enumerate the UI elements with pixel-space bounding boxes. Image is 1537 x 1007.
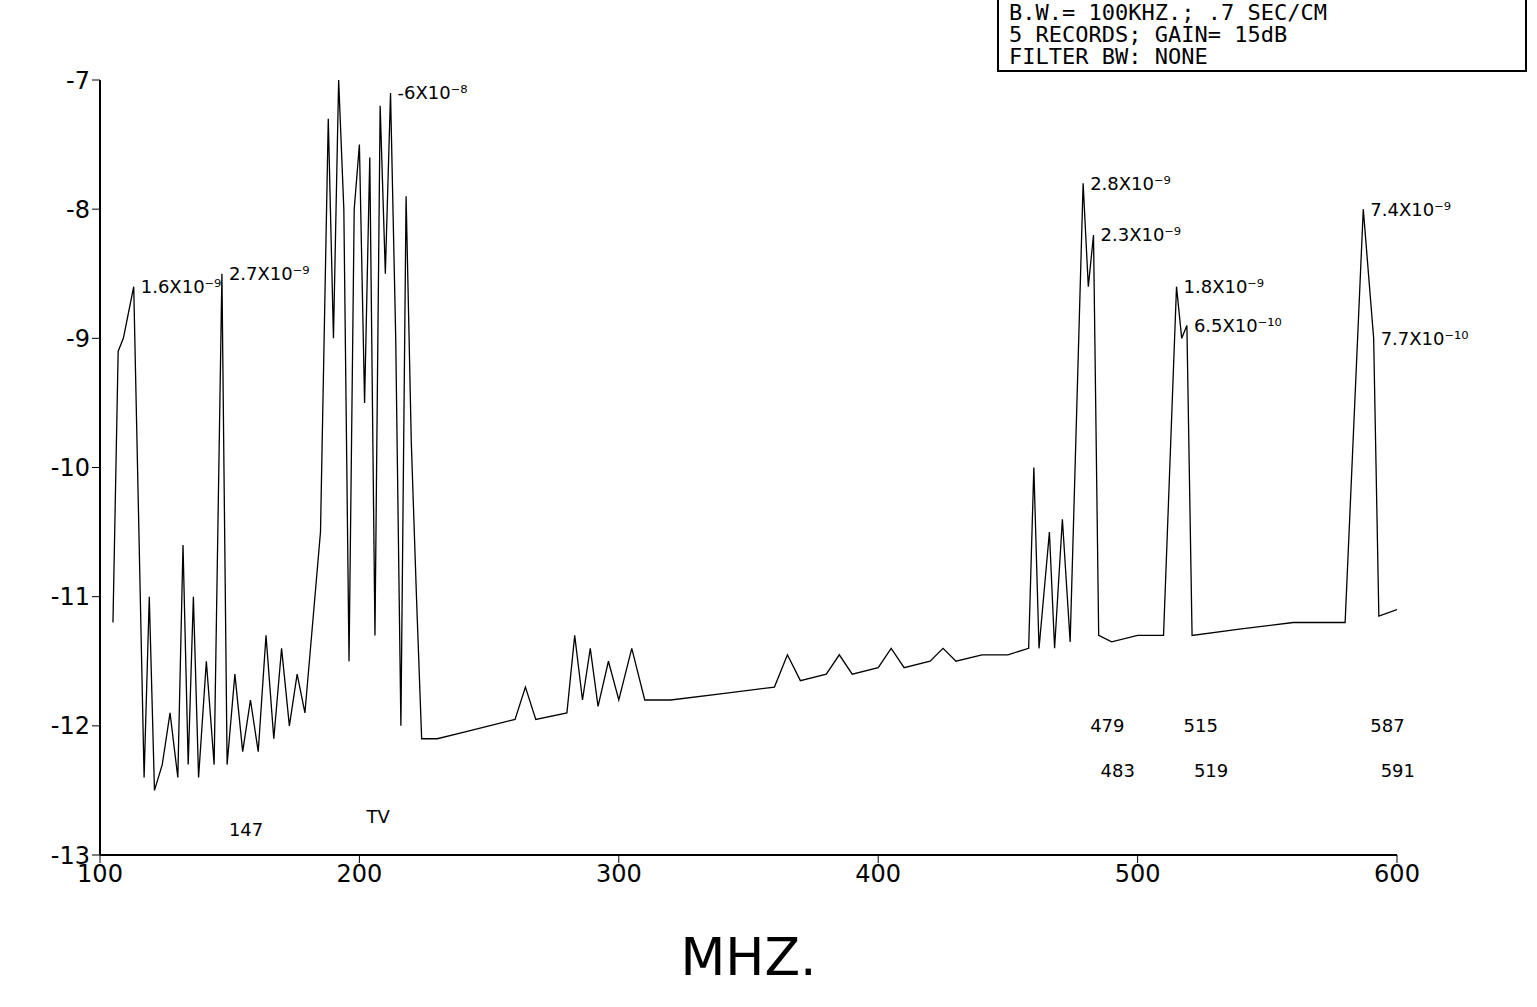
svg-text:591: 591 (1381, 760, 1415, 781)
html-text:FILTER BW: NONE: FILTER BW: NONE (1009, 44, 1208, 69)
svg-text:400: 400 (855, 860, 901, 888)
svg-text:2.3X10⁻⁹: 2.3X10⁻⁹ (1101, 224, 1182, 245)
svg-text:300: 300 (596, 860, 642, 888)
svg-text:-10: -10 (51, 454, 90, 482)
html-text:5 RECORDS; GAIN= 15dB: 5 RECORDS; GAIN= 15dB (1009, 22, 1288, 47)
svg-text:1.6X10⁻⁹: 1.6X10⁻⁹ (141, 276, 222, 297)
svg-text:515: 515 (1184, 715, 1218, 736)
svg-text:500: 500 (1115, 860, 1161, 888)
svg-text:6.5X10⁻¹⁰: 6.5X10⁻¹⁰ (1194, 315, 1282, 336)
svg-text:200: 200 (336, 860, 382, 888)
svg-text:-11: -11 (51, 583, 90, 611)
svg-text:-12: -12 (51, 712, 90, 740)
svg-text:-9: -9 (66, 325, 90, 353)
svg-text:7.7X10⁻¹⁰: 7.7X10⁻¹⁰ (1381, 328, 1469, 349)
svg-text:587: 587 (1370, 715, 1404, 736)
svg-text:519: 519 (1194, 760, 1228, 781)
svg-text:100: 100 (77, 860, 123, 888)
svg-text:2.8X10⁻⁹: 2.8X10⁻⁹ (1090, 173, 1171, 194)
svg-text:-13: -13 (51, 842, 90, 870)
html-text:B.W.= 100KHZ.; .7 SEC/CM: B.W.= 100KHZ.; .7 SEC/CM (1009, 0, 1327, 25)
svg-text:-8: -8 (66, 196, 90, 224)
svg-text:-6X10⁻⁸: -6X10⁻⁸ (398, 82, 468, 103)
svg-text:MHZ.: MHZ. (680, 927, 816, 987)
svg-text:TV: TV (365, 806, 390, 827)
svg-text:483: 483 (1101, 760, 1135, 781)
svg-text:600: 600 (1374, 860, 1420, 888)
svg-text:-7: -7 (66, 67, 90, 95)
svg-text:479: 479 (1090, 715, 1124, 736)
svg-text:1.8X10⁻⁹: 1.8X10⁻⁹ (1184, 276, 1265, 297)
svg-text:2.7X10⁻⁹: 2.7X10⁻⁹ (229, 263, 310, 284)
svg-text:147: 147 (229, 819, 263, 840)
svg-text:7.4X10⁻⁹: 7.4X10⁻⁹ (1370, 199, 1451, 220)
